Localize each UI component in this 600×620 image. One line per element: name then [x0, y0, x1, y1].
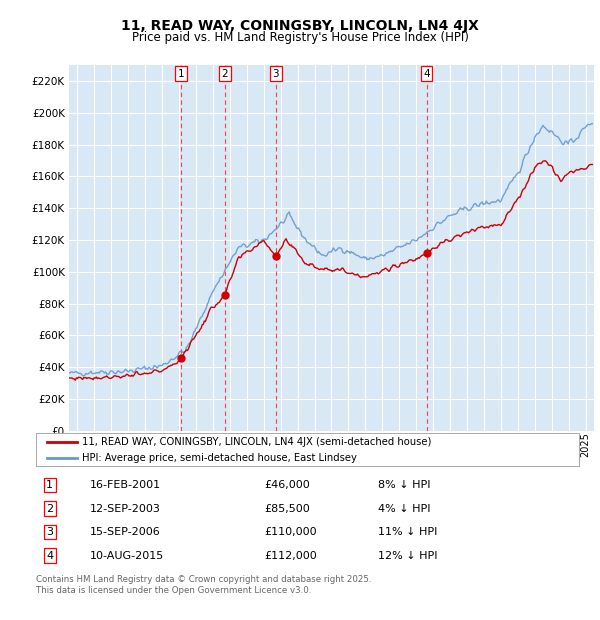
Text: HPI: Average price, semi-detached house, East Lindsey: HPI: Average price, semi-detached house,…: [82, 453, 357, 463]
Text: 15-SEP-2006: 15-SEP-2006: [91, 527, 161, 537]
Text: 11, READ WAY, CONINGSBY, LINCOLN, LN4 4JX (semi-detached house): 11, READ WAY, CONINGSBY, LINCOLN, LN4 4J…: [82, 437, 431, 447]
Text: 11% ↓ HPI: 11% ↓ HPI: [378, 527, 437, 537]
Text: 16-FEB-2001: 16-FEB-2001: [91, 480, 161, 490]
Text: 8% ↓ HPI: 8% ↓ HPI: [378, 480, 431, 490]
Text: 11, READ WAY, CONINGSBY, LINCOLN, LN4 4JX: 11, READ WAY, CONINGSBY, LINCOLN, LN4 4J…: [121, 19, 479, 33]
Text: £112,000: £112,000: [264, 551, 317, 560]
Text: £85,500: £85,500: [264, 503, 310, 513]
Text: 3: 3: [46, 527, 53, 537]
Text: 2: 2: [221, 69, 228, 79]
Text: 1: 1: [46, 480, 53, 490]
Text: 12-SEP-2003: 12-SEP-2003: [91, 503, 161, 513]
Text: 12% ↓ HPI: 12% ↓ HPI: [378, 551, 437, 560]
Text: Contains HM Land Registry data © Crown copyright and database right 2025.
This d: Contains HM Land Registry data © Crown c…: [36, 575, 371, 595]
Text: 1: 1: [178, 69, 184, 79]
Text: 3: 3: [272, 69, 279, 79]
Text: 2: 2: [46, 503, 53, 513]
Text: 10-AUG-2015: 10-AUG-2015: [91, 551, 164, 560]
Text: £46,000: £46,000: [264, 480, 310, 490]
Text: £110,000: £110,000: [264, 527, 317, 537]
Text: 4: 4: [423, 69, 430, 79]
Text: 4% ↓ HPI: 4% ↓ HPI: [378, 503, 431, 513]
Text: Price paid vs. HM Land Registry's House Price Index (HPI): Price paid vs. HM Land Registry's House …: [131, 31, 469, 44]
Text: 4: 4: [46, 551, 53, 560]
